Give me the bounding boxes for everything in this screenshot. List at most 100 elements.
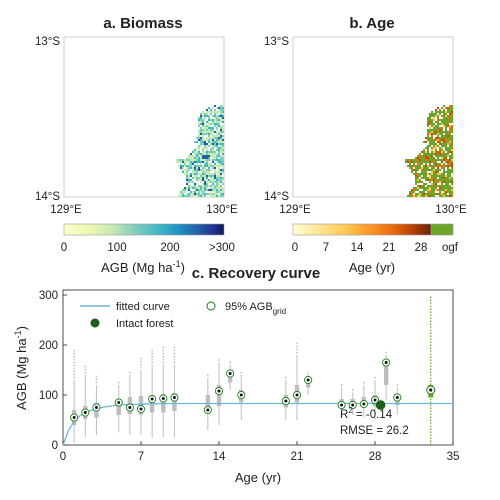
- age-pixel: [443, 193, 445, 195]
- age-pixel: [429, 155, 431, 157]
- biomass-pixel: [216, 175, 218, 177]
- age-pixel: [445, 113, 447, 115]
- biomass-pixel: [210, 179, 212, 181]
- age-pixel: [425, 177, 427, 179]
- age-pixel: [451, 157, 453, 159]
- age-pixel: [419, 191, 421, 193]
- age-pixel: [437, 157, 439, 159]
- biomass-pixel: [214, 165, 216, 167]
- biomass-pixel: [196, 171, 198, 173]
- biomass-pixel: [204, 115, 206, 117]
- age-pixel: [439, 191, 441, 193]
- biomass-pixel: [218, 151, 220, 153]
- age-pixel: [449, 151, 451, 153]
- age-pixel: [439, 195, 441, 197]
- biomass-pixel: [194, 159, 196, 161]
- biomass-pixel: [214, 155, 216, 157]
- biomass-pixel: [182, 167, 184, 169]
- biomass-pixel: [182, 165, 184, 167]
- biomass-cb-label-end: ): [181, 260, 185, 275]
- age-pixel: [419, 173, 421, 175]
- biomass-pixel: [210, 159, 212, 161]
- biomass-pixel: [184, 163, 186, 165]
- age-pixel: [443, 189, 445, 191]
- age-pixel: [433, 115, 435, 117]
- biomass-pixel: [214, 113, 216, 115]
- biomass-pixel: [206, 187, 208, 189]
- age-pixel: [437, 111, 439, 113]
- biomass-pixel: [198, 153, 200, 155]
- age-pixel: [419, 167, 421, 169]
- biomass-pixel: [216, 179, 218, 181]
- biomass-cb-tick: >300: [209, 242, 235, 254]
- biomass-pixel: [190, 163, 192, 165]
- age-pixel: [439, 155, 441, 157]
- age-colorbar: [292, 223, 432, 236]
- age-pixel: [449, 163, 451, 165]
- age-pixel: [447, 155, 449, 157]
- age-pixel: [437, 171, 439, 173]
- legend-p95-swatch: [206, 301, 216, 311]
- biomass-pixel: [208, 163, 210, 165]
- age-pixel: [445, 129, 447, 131]
- biomass-pixel: [218, 165, 220, 167]
- age-pixel: [449, 129, 451, 131]
- age-pixel: [445, 143, 447, 145]
- age-pixel: [427, 195, 429, 197]
- biomass-pixel: [186, 171, 188, 173]
- biomass-pixel: [206, 189, 208, 191]
- age-pixel: [443, 171, 445, 173]
- age-pixel: [437, 181, 439, 183]
- biomass-pixel: [196, 155, 198, 157]
- box-outlier: [73, 361, 76, 364]
- biomass-pixel: [206, 127, 208, 129]
- biomass-pixel: [188, 193, 190, 195]
- biomass-pixel: [196, 175, 198, 177]
- biomass-pixel: [194, 185, 196, 187]
- biomass-pixel: [216, 177, 218, 179]
- biomass-pixel: [216, 183, 218, 185]
- biomass-pixel: [182, 195, 184, 197]
- biomass-pixel: [194, 173, 196, 175]
- age-pixel: [427, 131, 429, 133]
- biomass-pixel: [202, 167, 204, 169]
- age-pixel: [439, 131, 441, 133]
- age-pixel: [447, 147, 449, 149]
- box-outlier: [73, 370, 76, 373]
- biomass-pixel: [200, 115, 202, 117]
- biomass-pixel: [196, 141, 198, 143]
- age-pixel: [431, 179, 433, 181]
- age-pixel: [443, 157, 445, 159]
- age-pixel: [447, 195, 449, 197]
- biomass-pixel: [204, 187, 206, 189]
- biomass-pixel: [204, 143, 206, 145]
- box-outlier: [173, 355, 176, 358]
- biomass-pixel: [210, 181, 212, 183]
- biomass-pixel: [194, 165, 196, 167]
- age-pixel: [443, 155, 445, 157]
- biomass-pixel: [204, 183, 206, 185]
- biomass-pixel: [182, 191, 184, 193]
- biomass-pixel: [212, 157, 214, 159]
- biomass-pixel: [204, 129, 206, 131]
- age-pixel: [445, 183, 447, 185]
- age-pixel: [451, 121, 453, 123]
- age-pixel: [443, 175, 445, 177]
- biomass-pixel: [216, 155, 218, 157]
- age-pixel: [407, 159, 409, 161]
- biomass-pixel: [182, 169, 184, 171]
- age-pixel: [433, 123, 435, 125]
- biomass-pixel: [180, 163, 182, 165]
- age-pixel: [451, 155, 453, 157]
- biomass-pixel: [208, 139, 210, 141]
- biomass-pixel: [220, 195, 222, 197]
- biomass-pixel: [218, 131, 220, 133]
- age-pixel: [435, 153, 437, 155]
- age-pixel: [451, 115, 453, 117]
- biomass-pixel: [210, 129, 212, 131]
- biomass-pixel: [186, 193, 188, 195]
- biomass-pixel: [208, 107, 210, 109]
- age-pixel: [447, 123, 449, 125]
- age-pixel: [435, 185, 437, 187]
- biomass-pixel: [198, 151, 200, 153]
